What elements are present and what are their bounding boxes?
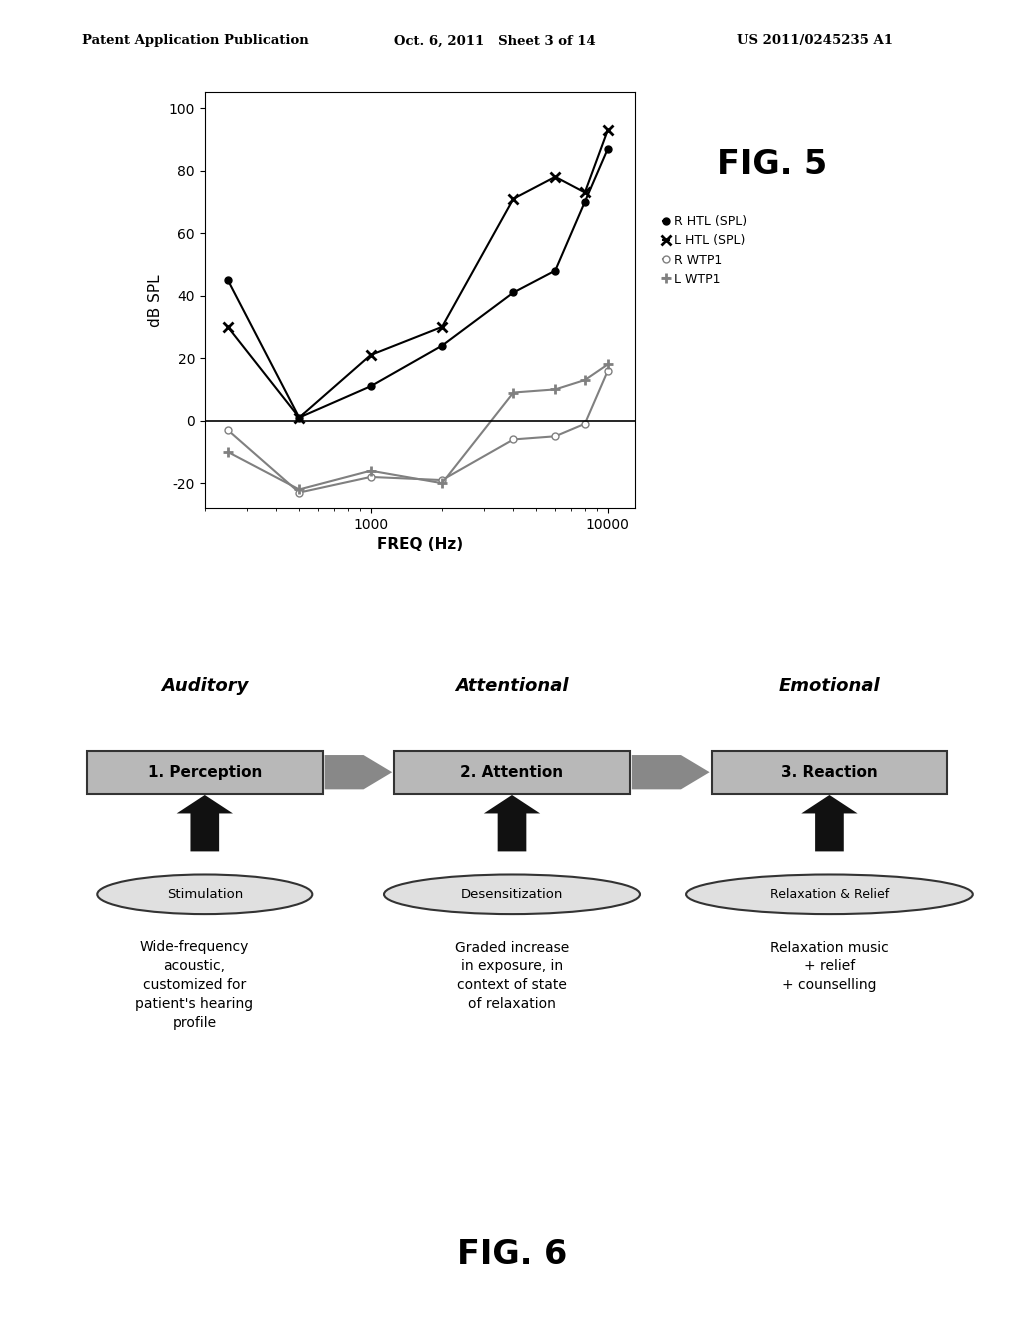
- FancyArrow shape: [325, 755, 392, 789]
- R WTP1: [602, 363, 614, 379]
- Text: Emotional: Emotional: [778, 677, 881, 696]
- L WTP1: [221, 444, 233, 459]
- L WTP1: [602, 356, 614, 372]
- X-axis label: FREQ (Hz): FREQ (Hz): [377, 537, 463, 553]
- R WTP1: [365, 469, 377, 484]
- Text: 2. Attention: 2. Attention: [461, 764, 563, 780]
- Line: L WTP1: L WTP1: [223, 359, 612, 494]
- R HTL (SPL): [436, 338, 449, 354]
- Text: Attentional: Attentional: [456, 677, 568, 696]
- L HTL (SPL): [602, 121, 614, 137]
- FancyBboxPatch shape: [87, 751, 323, 793]
- L WTP1: [365, 463, 377, 479]
- Y-axis label: dB SPL: dB SPL: [148, 275, 163, 326]
- R WTP1: [507, 432, 519, 447]
- L HTL (SPL): [579, 185, 591, 201]
- Text: 3. Reaction: 3. Reaction: [781, 764, 878, 780]
- FancyBboxPatch shape: [712, 751, 947, 793]
- R HTL (SPL): [221, 272, 233, 288]
- Text: FIG. 6: FIG. 6: [457, 1238, 567, 1270]
- Line: R HTL (SPL): R HTL (SPL): [224, 145, 611, 421]
- Text: 1. Perception: 1. Perception: [147, 764, 262, 780]
- L WTP1: [436, 475, 449, 491]
- Text: Patent Application Publication: Patent Application Publication: [82, 34, 308, 48]
- Legend: R HTL (SPL), L HTL (SPL), R WTP1, L WTP1: R HTL (SPL), L HTL (SPL), R WTP1, L WTP1: [663, 215, 748, 286]
- Ellipse shape: [384, 874, 640, 913]
- Text: Graded increase
in exposure, in
context of state
of relaxation: Graded increase in exposure, in context …: [455, 940, 569, 1011]
- R WTP1: [436, 473, 449, 488]
- R HTL (SPL): [602, 141, 614, 157]
- FancyArrow shape: [632, 755, 710, 789]
- L HTL (SPL): [549, 169, 561, 185]
- FancyArrow shape: [177, 795, 233, 851]
- FancyBboxPatch shape: [394, 751, 630, 793]
- FancyArrow shape: [801, 795, 858, 851]
- FancyArrow shape: [483, 795, 541, 851]
- R WTP1: [549, 429, 561, 445]
- Text: Auditory: Auditory: [161, 677, 249, 696]
- L HTL (SPL): [293, 409, 305, 425]
- L WTP1: [293, 482, 305, 498]
- R WTP1: [221, 422, 233, 438]
- R HTL (SPL): [293, 409, 305, 425]
- R HTL (SPL): [549, 263, 561, 279]
- L HTL (SPL): [507, 191, 519, 207]
- L WTP1: [507, 384, 519, 400]
- R HTL (SPL): [507, 285, 519, 301]
- R HTL (SPL): [579, 194, 591, 210]
- Text: FIG. 5: FIG. 5: [717, 149, 827, 181]
- L HTL (SPL): [221, 319, 233, 335]
- Text: Relaxation music
+ relief
+ counselling: Relaxation music + relief + counselling: [770, 940, 889, 993]
- R WTP1: [579, 416, 591, 432]
- Text: Relaxation & Relief: Relaxation & Relief: [770, 888, 889, 900]
- L HTL (SPL): [436, 319, 449, 335]
- L WTP1: [579, 372, 591, 388]
- Ellipse shape: [97, 874, 312, 913]
- Line: R WTP1: R WTP1: [224, 367, 611, 496]
- L HTL (SPL): [365, 347, 377, 363]
- Line: L HTL (SPL): L HTL (SPL): [223, 125, 612, 422]
- L WTP1: [549, 381, 561, 397]
- R WTP1: [293, 484, 305, 500]
- Text: Oct. 6, 2011   Sheet 3 of 14: Oct. 6, 2011 Sheet 3 of 14: [394, 34, 596, 48]
- Text: Desensitization: Desensitization: [461, 888, 563, 900]
- Text: Wide-frequency
acoustic,
customized for
patient's hearing
profile: Wide-frequency acoustic, customized for …: [135, 940, 254, 1031]
- Ellipse shape: [686, 874, 973, 913]
- Text: Stimulation: Stimulation: [167, 888, 243, 900]
- Text: US 2011/0245235 A1: US 2011/0245235 A1: [737, 34, 893, 48]
- R HTL (SPL): [365, 379, 377, 395]
